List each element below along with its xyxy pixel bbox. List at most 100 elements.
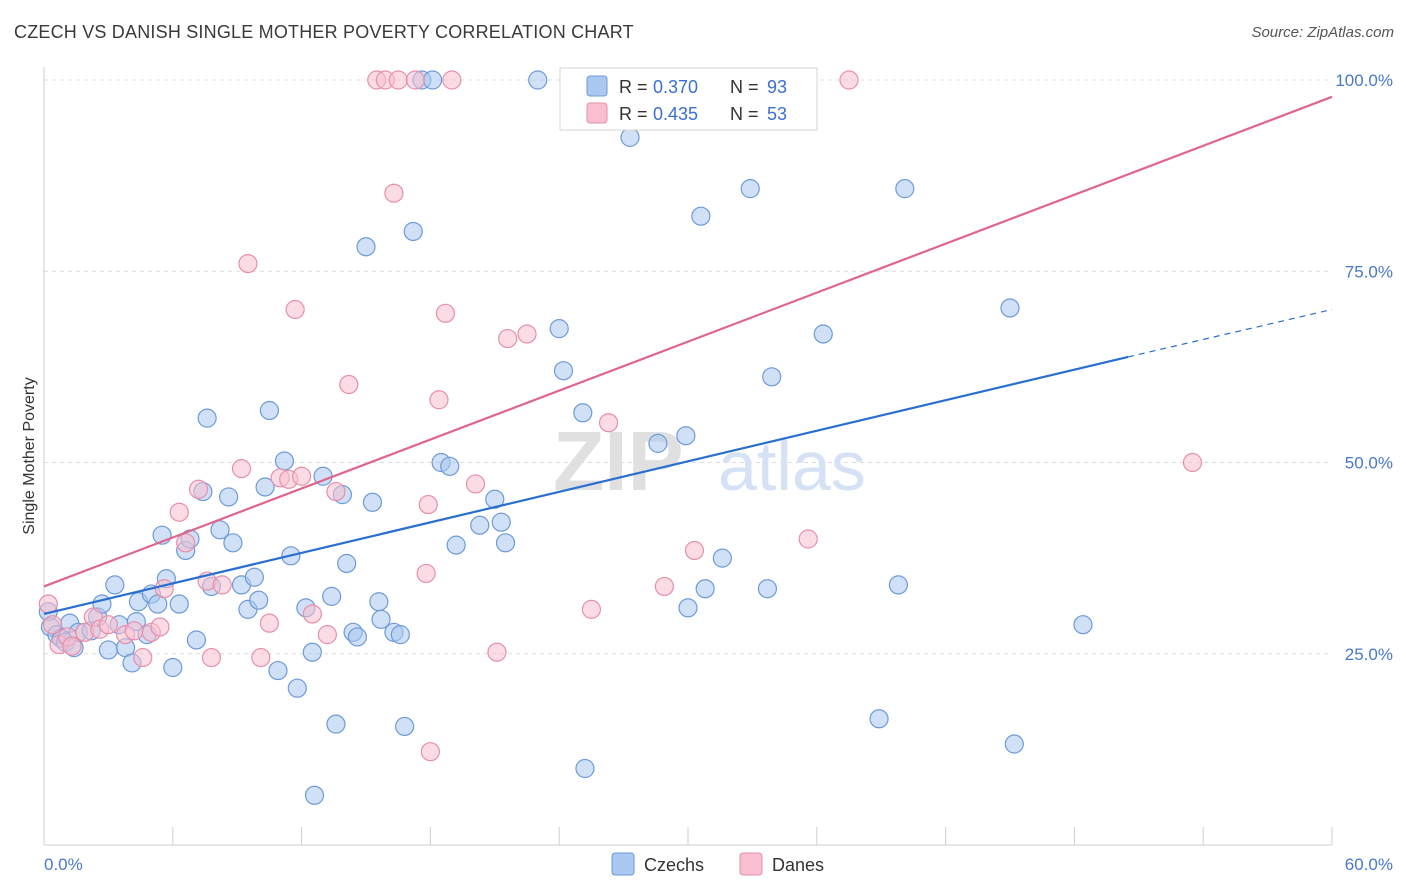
czech-point [98,640,119,660]
czech-point [210,520,230,540]
czech-point [813,324,833,344]
czech-point [676,426,696,446]
dane-point [384,183,404,203]
dane-point [259,613,279,633]
czech-trend-extension [1127,308,1333,358]
y-tick-label-75: 75.0% [1345,262,1393,281]
dane-r-value: 0.435 [653,104,698,124]
axes [43,67,1332,846]
dane-point [684,540,705,561]
czech-trend-line [43,355,1129,616]
czech-point [762,367,782,387]
czech-point [757,579,778,599]
chart-title: CZECH VS DANISH SINGLE MOTHER POVERTY CO… [14,22,634,42]
dane-point [38,594,58,614]
dane-point [839,70,859,90]
czech-point [549,319,569,339]
dane-point [405,70,425,90]
czech-point [888,575,908,595]
dane-point [188,479,209,499]
czech-point [691,206,711,226]
dane-n-value: 53 [767,104,787,124]
dane-point [326,481,346,502]
czech-r-value: 0.370 [653,77,698,97]
czech-point [1073,615,1093,635]
czech-point [371,609,391,629]
dane-point [435,303,456,323]
czech-n-label: N = [730,77,759,97]
czech-point [491,512,511,532]
czech-point [219,487,239,507]
czech-point [712,548,732,568]
dane-point [251,647,271,668]
czech-point [304,785,325,805]
dane-point [292,466,312,486]
czech-legend-swatch [586,75,608,97]
dane-legend-swatch [586,102,608,124]
dane-point [302,604,322,624]
czech-point [1004,734,1024,754]
y-tick-label-50: 50.0% [1345,454,1393,473]
dane-point [154,579,174,599]
x-tick-label-min: 0.0% [44,855,83,874]
dane-point [418,494,438,515]
chart-source: Source: ZipAtlas.com [1251,24,1394,41]
dane-point [124,621,144,641]
czech-point [440,456,460,476]
czech-point [287,678,307,698]
czech-point [369,592,389,612]
czech-point [268,660,288,681]
czech-point [678,598,698,618]
dane-point [212,575,232,595]
czech-point [422,70,443,90]
dane-point [238,254,258,274]
czech-point [356,237,376,257]
dane-point [416,563,436,584]
y-axis-label: Single Mother Poverty [21,377,38,534]
stats-legend: R = 0.370 N = 93 R = 0.435 N = 53 [559,67,818,131]
dane-point [42,615,63,635]
dane-point [581,599,602,619]
x-ticks [43,827,1333,845]
czech-point [197,408,217,428]
czech-point [573,403,593,423]
y-tick-labels: 25.0% 50.0% 75.0% 100.0% [1335,71,1393,664]
czech-point [163,657,183,678]
dane-point [150,617,170,637]
dane-point [169,502,189,522]
czech-point [274,451,295,471]
czech-point [495,533,516,553]
czech-point [255,477,275,497]
czech-point [326,714,346,734]
czech-point [395,716,415,737]
dane-point [388,70,408,90]
dane-point [798,529,818,549]
data-points [38,70,1203,805]
czech-point [648,433,668,453]
czech-point [244,567,264,587]
dane-n-label: N = [730,104,759,124]
czech-point [470,515,490,535]
czech-point [403,221,423,242]
czech-point [528,70,548,90]
czech-point [446,535,466,555]
dane-point [339,374,359,395]
czech-point [337,553,357,574]
dane-point [517,324,537,344]
dane-point [465,474,486,494]
czech-point [575,758,595,779]
czech-n-value: 93 [767,77,787,97]
czech-point [695,579,715,599]
czech-point [259,400,279,421]
dane-point [429,390,449,410]
watermark-atlas: atlas [718,427,866,505]
dane-point [317,625,337,645]
danes-legend-label: Danes [772,855,824,875]
y-tick-label-25: 25.0% [1345,645,1393,664]
czech-point [362,492,383,512]
dane-point [133,647,153,668]
x-tick-label-max: 60.0% [1345,855,1393,874]
czech-point [390,625,410,645]
dane-trend-line [43,95,1333,588]
